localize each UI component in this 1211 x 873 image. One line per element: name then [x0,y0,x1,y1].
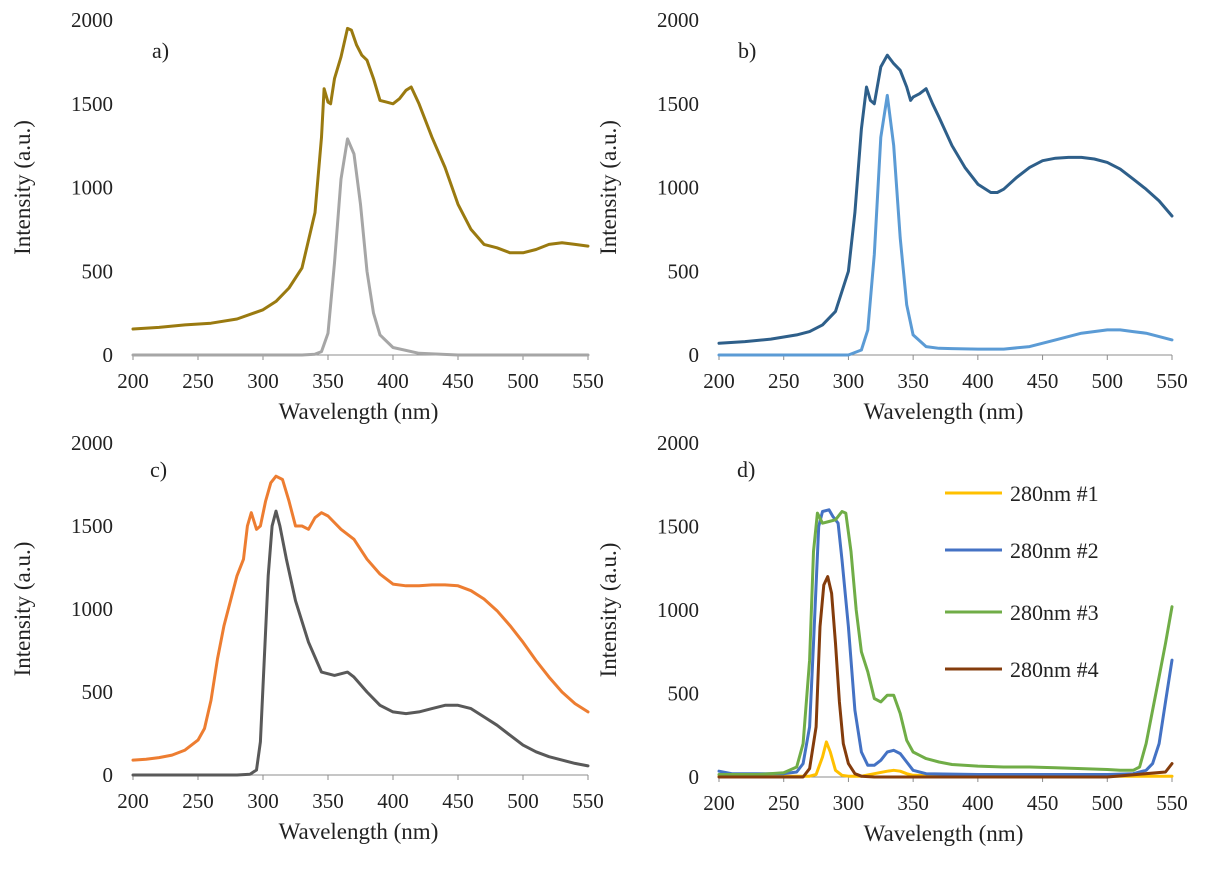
y-axis-title-b: Intensity (a.u.) [596,120,621,255]
series-line-a-2 [131,137,590,357]
x-tick-label: 500 [1092,369,1124,393]
x-tick-label: 300 [833,369,865,393]
x-tick-label: 450 [442,369,474,393]
legend-label-3: 280nm #3 [1010,600,1099,625]
x-tick-label: 450 [1027,791,1059,815]
y-tick-label: 1500 [657,92,699,116]
x-tick-label: 300 [833,791,865,815]
y-tick-label: 2000 [71,431,113,455]
y-tick-label: 0 [103,763,114,787]
panel-label-a: a) [152,38,169,63]
x-tick-label: 550 [572,789,604,813]
x-tick-label: 400 [962,791,994,815]
x-tick-label: 250 [768,791,800,815]
y-tick-label: 2000 [657,8,699,32]
x-axis-title-b: Wavelength (nm) [864,399,1024,424]
y-axis-title-d: Intensity (a.u.) [596,543,621,678]
x-tick-label: 500 [507,369,539,393]
legend: 280nm #1 280nm #2 280nm #3 280nm #4 [945,481,1099,682]
y-axis-title-c: Intensity (a.u.) [10,542,35,677]
y-tick-label: 2000 [657,431,699,455]
y-tick-label: 1000 [71,597,113,621]
panel-label-c: c) [150,457,167,482]
y-tick-label: 0 [689,343,700,367]
x-tick-label: 200 [703,791,735,815]
x-tick-label: 350 [897,791,929,815]
panel-d: 200 250 300 350 400 450 500 550 0 500 1000 1500 2000… [596,431,1188,846]
y-tick-label: 500 [82,680,114,704]
x-axis-title-a: Wavelength (nm) [279,399,439,424]
legend-label-2: 280nm #2 [1010,538,1099,563]
x-tick-label: 400 [377,789,409,813]
x-axis-title-c: Wavelength (nm) [279,819,439,844]
x-tick-label: 500 [1092,791,1124,815]
panel-label-d: d) [737,457,755,482]
x-tick-label: 400 [962,369,994,393]
series-line-c-1 [131,474,590,762]
x-tick-label: 200 [703,369,735,393]
y-tick-label: 500 [668,682,700,706]
series-line-c-2 [131,509,590,777]
y-tick-label: 1000 [71,176,113,200]
series-line-b-2 [717,93,1174,357]
x-tick-label: 300 [247,369,279,393]
y-tick-label: 1500 [71,514,113,538]
y-tick-label: 1500 [657,515,699,539]
y-tick-label: 1500 [71,92,113,116]
y-tick-label: 500 [82,259,114,283]
x-tick-label: 550 [572,369,604,393]
panel-a: 200 250 300 350 400 450 500 550 0 500 1000 1500 2000… [10,8,604,424]
series-line-d-3 [717,510,1174,776]
y-tick-label: 0 [689,765,700,789]
y-tick-label: 1000 [657,598,699,622]
legend-label-4: 280nm #4 [1010,657,1099,682]
x-tick-label: 200 [117,369,149,393]
x-tick-label: 350 [312,369,344,393]
y-tick-label: 0 [103,343,114,367]
x-tick-label: 450 [442,789,474,813]
y-tick-label: 500 [668,259,700,283]
x-tick-label: 250 [182,789,214,813]
x-tick-label: 500 [507,789,539,813]
x-tick-label: 400 [377,369,409,393]
x-tick-label: 250 [768,369,800,393]
x-tick-label: 200 [117,789,149,813]
panel-b: 200 250 300 350 400 450 500 550 0 500 1000 1500 2000… [596,8,1188,424]
x-tick-label: 350 [312,789,344,813]
y-axis-title-a: Intensity (a.u.) [10,120,35,255]
y-tick-label: 1000 [657,176,699,200]
x-axis-title-d: Wavelength (nm) [864,821,1024,846]
panel-label-b: b) [738,38,756,63]
x-tick-label: 300 [247,789,279,813]
y-tick-label: 2000 [71,8,113,32]
x-tick-label: 550 [1156,369,1188,393]
x-tick-label: 350 [897,369,929,393]
series-line-d-4 [717,575,1174,779]
series-line-b-1 [717,53,1174,345]
panel-c: 200 250 300 350 400 450 500 550 0 500 1000 1500 2000… [10,431,604,844]
x-tick-label: 250 [182,369,214,393]
legend-label-1: 280nm #1 [1010,481,1099,506]
series-line-d-2 [717,508,1174,776]
x-tick-label: 450 [1027,369,1059,393]
x-tick-label: 550 [1156,791,1188,815]
series-line-a-1 [131,26,590,331]
